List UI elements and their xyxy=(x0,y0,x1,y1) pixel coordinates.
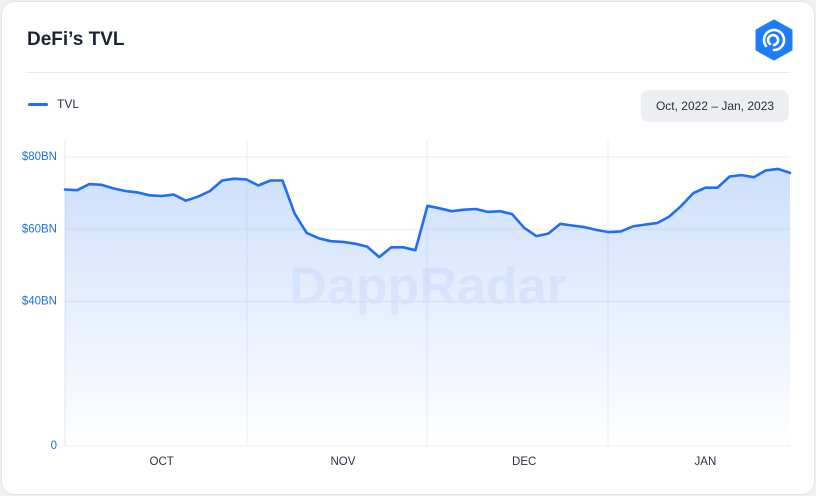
x-tick-label: JAN xyxy=(695,456,717,468)
x-tick-label: OCT xyxy=(150,456,174,468)
chart-title: DeFi’s TVL xyxy=(27,29,125,50)
y-tick-label: $60BN xyxy=(22,223,57,235)
y-tick-label: 0 xyxy=(51,440,57,452)
x-tick-label: NOV xyxy=(330,456,355,468)
area-fill xyxy=(65,168,790,446)
logo xyxy=(755,19,793,61)
legend-label: TVL xyxy=(57,97,80,111)
y-tick-label: $40BN xyxy=(22,296,57,308)
divider xyxy=(26,72,790,73)
x-tick-label: DEC xyxy=(512,456,536,468)
date-range-button[interactable]: Oct, 2022 – Jan, 2023 xyxy=(641,90,789,122)
legend-swatch xyxy=(28,102,48,106)
y-tick-label: $80BN xyxy=(22,151,57,163)
legend: TVL xyxy=(28,97,79,111)
line xyxy=(63,167,792,259)
